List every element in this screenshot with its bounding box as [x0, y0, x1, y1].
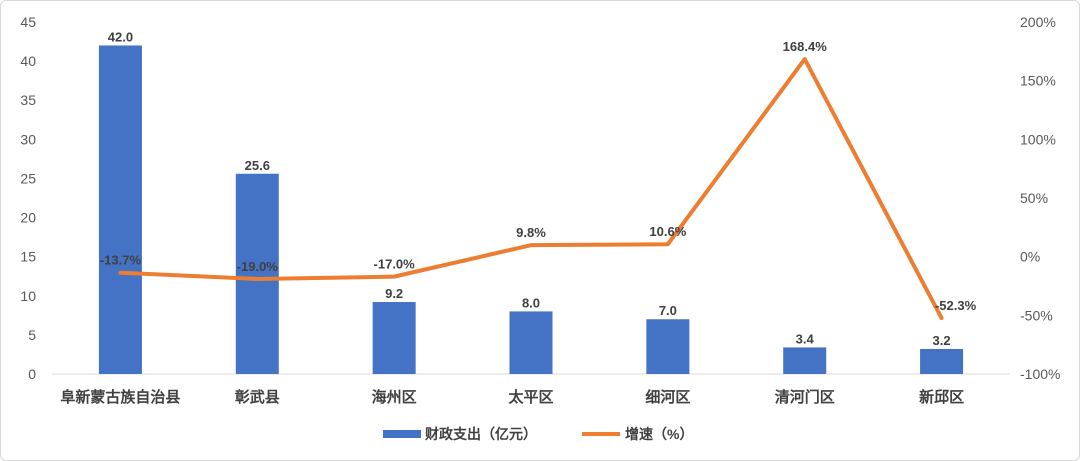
- legend: 财政支出（亿元） 增速（%）: [383, 426, 693, 442]
- left-tick-label: 20: [20, 210, 36, 226]
- left-tick-label: 45: [20, 14, 36, 30]
- category-labels: 阜新蒙古族自治县 彰武县 海州区 太平区 细河区 清河门区 新邱区: [60, 388, 964, 406]
- category-label: 细河区: [645, 388, 690, 406]
- right-tick-label: 0%: [1020, 249, 1040, 265]
- bar-data-label: 9.2: [385, 286, 403, 301]
- legend-bar-swatch: [383, 430, 421, 438]
- category-label: 清河门区: [775, 388, 835, 406]
- right-tick-label: 50%: [1020, 190, 1048, 206]
- left-tick-label: 0: [28, 366, 36, 382]
- bar: [98, 45, 142, 374]
- line-data-label: 9.8%: [516, 225, 546, 240]
- right-tick-label: 200%: [1020, 14, 1056, 30]
- left-tick-label: 35: [20, 92, 36, 108]
- right-tick-label: 100%: [1020, 131, 1056, 147]
- line-data-label: -13.7%: [100, 253, 142, 268]
- bar: [920, 348, 964, 374]
- line-series: [118, 57, 944, 321]
- right-tick-label: -50%: [1020, 307, 1053, 323]
- bar-data-labels: 42.0 25.6 9.2 8.0 7.0 3.4 3.2: [108, 29, 951, 348]
- category-label: 太平区: [508, 388, 553, 406]
- category-label: 阜新蒙古族自治县: [60, 388, 180, 406]
- bar-data-label: 3.4: [796, 331, 815, 346]
- right-tick-label: -100%: [1020, 366, 1060, 382]
- legend-bar-label: 财政支出（亿元）: [424, 426, 537, 442]
- left-tick-label: 30: [20, 131, 36, 147]
- right-axis: -100% -50% 0% 50% 100% 150% 200%: [1020, 14, 1060, 382]
- category-label: 海州区: [372, 388, 417, 406]
- bar: [783, 347, 827, 374]
- bar-data-label: 42.0: [108, 29, 133, 44]
- bar: [372, 302, 416, 374]
- bar-data-label: 3.2: [933, 333, 951, 348]
- bar: [646, 319, 690, 374]
- line-data-label: -19.0%: [237, 259, 279, 274]
- legend-line-label: 增速（%）: [625, 426, 693, 442]
- line-data-labels: -13.7% -19.0% -17.0% 9.8% 10.6% 168.4% -52.3%: [100, 39, 977, 313]
- line-data-label: 10.6%: [649, 224, 686, 239]
- bar-series: [98, 45, 964, 374]
- right-tick-label: 150%: [1020, 73, 1056, 89]
- line-path: [118, 57, 944, 321]
- line-data-label: -52.3%: [935, 298, 977, 313]
- bar: [235, 173, 279, 374]
- left-tick-label: 15: [20, 249, 36, 265]
- bar-data-label: 8.0: [522, 295, 540, 310]
- bar-data-label: 7.0: [659, 303, 677, 318]
- category-label: 新邱区: [919, 388, 964, 406]
- left-tick-label: 5: [28, 327, 36, 343]
- bar: [509, 311, 553, 374]
- category-label: 彰武县: [235, 388, 280, 406]
- bar-data-label: 25.6: [245, 158, 270, 173]
- left-tick-label: 25: [20, 170, 36, 186]
- line-data-label: -17.0%: [374, 257, 416, 272]
- line-data-label: 168.4%: [783, 39, 828, 54]
- left-axis: 0 5 10 15 20 25 30 35 40 45: [20, 14, 36, 382]
- left-tick-label: 10: [20, 288, 36, 304]
- left-tick-label: 40: [20, 53, 36, 69]
